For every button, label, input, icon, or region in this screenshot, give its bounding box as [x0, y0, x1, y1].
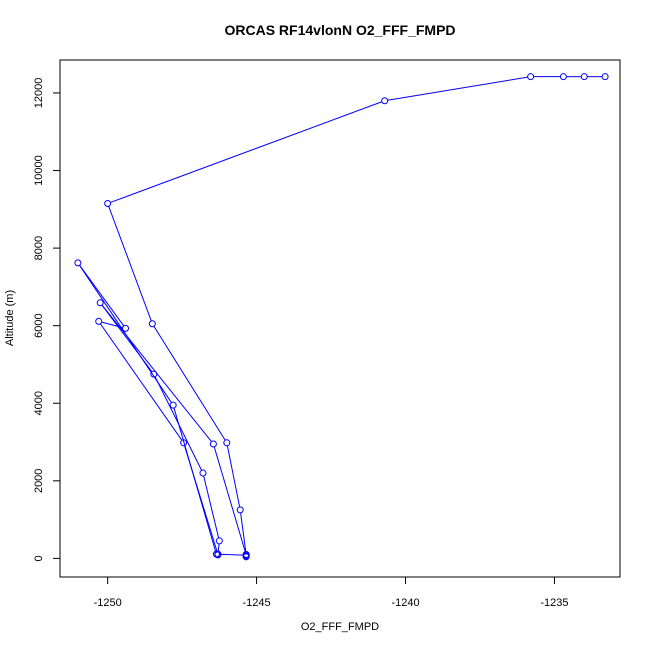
- series-segment: [153, 326, 226, 441]
- x-axis-label: O2_FFF_FMPD: [301, 621, 379, 633]
- data-point: [169, 401, 177, 409]
- series-segment: [154, 376, 203, 471]
- data-point: [199, 469, 207, 477]
- data-point: [242, 552, 250, 560]
- series-segment: [240, 512, 247, 552]
- data-point: [150, 370, 158, 378]
- series-segment: [184, 445, 218, 552]
- x-tick-label: -1245: [243, 597, 271, 609]
- y-tick-label: 0: [33, 555, 45, 561]
- data-point: [180, 439, 188, 447]
- data-point: [215, 537, 223, 545]
- data-point: [214, 551, 222, 559]
- data-point: [381, 97, 389, 105]
- data-point: [601, 73, 609, 81]
- y-tick-label: 2000: [33, 469, 45, 493]
- x-tick-label: -1240: [391, 597, 419, 609]
- y-axis: 0 2000 4000 6000 8000 10000 12000: [33, 78, 61, 561]
- series-segment: [108, 206, 152, 322]
- y-tick-label: 4000: [33, 391, 45, 415]
- series-segment: [217, 543, 220, 552]
- series-segment: [101, 304, 153, 373]
- series-0: [74, 73, 609, 561]
- series-layer: [74, 73, 609, 561]
- plot-frame: [59, 59, 621, 578]
- data-point: [122, 324, 130, 332]
- data-point: [95, 317, 103, 325]
- data-point: [148, 320, 156, 328]
- data-point: [74, 259, 82, 267]
- data-point: [104, 200, 112, 208]
- series-segment: [387, 76, 528, 101]
- series-segment: [100, 323, 183, 441]
- y-axis-label: Altitude (m): [4, 290, 16, 346]
- y-tick-label: 8000: [33, 236, 45, 260]
- x-tick-label: -1235: [540, 597, 568, 609]
- data-point: [580, 73, 588, 81]
- data-point: [96, 299, 104, 307]
- data-point: [559, 73, 567, 81]
- data-point: [527, 73, 535, 81]
- x-axis: -1250 -1245 -1240 -1235: [94, 576, 569, 609]
- data-point: [236, 506, 244, 514]
- series-segment: [110, 101, 383, 203]
- y-tick-label: 6000: [33, 313, 45, 337]
- y-tick-label: 10000: [33, 155, 45, 186]
- data-point: [223, 439, 231, 447]
- series-segment: [203, 475, 220, 539]
- y-tick-label: 12000: [33, 78, 45, 109]
- series-segment: [79, 264, 125, 327]
- data-point: [209, 440, 217, 448]
- series-segment: [213, 446, 246, 553]
- x-tick-label: -1250: [94, 597, 122, 609]
- series-segment: [219, 553, 244, 556]
- chart-title: ORCAS RF14vlonN O2_FFF_FMPD: [224, 22, 455, 38]
- series-segment: [226, 445, 241, 508]
